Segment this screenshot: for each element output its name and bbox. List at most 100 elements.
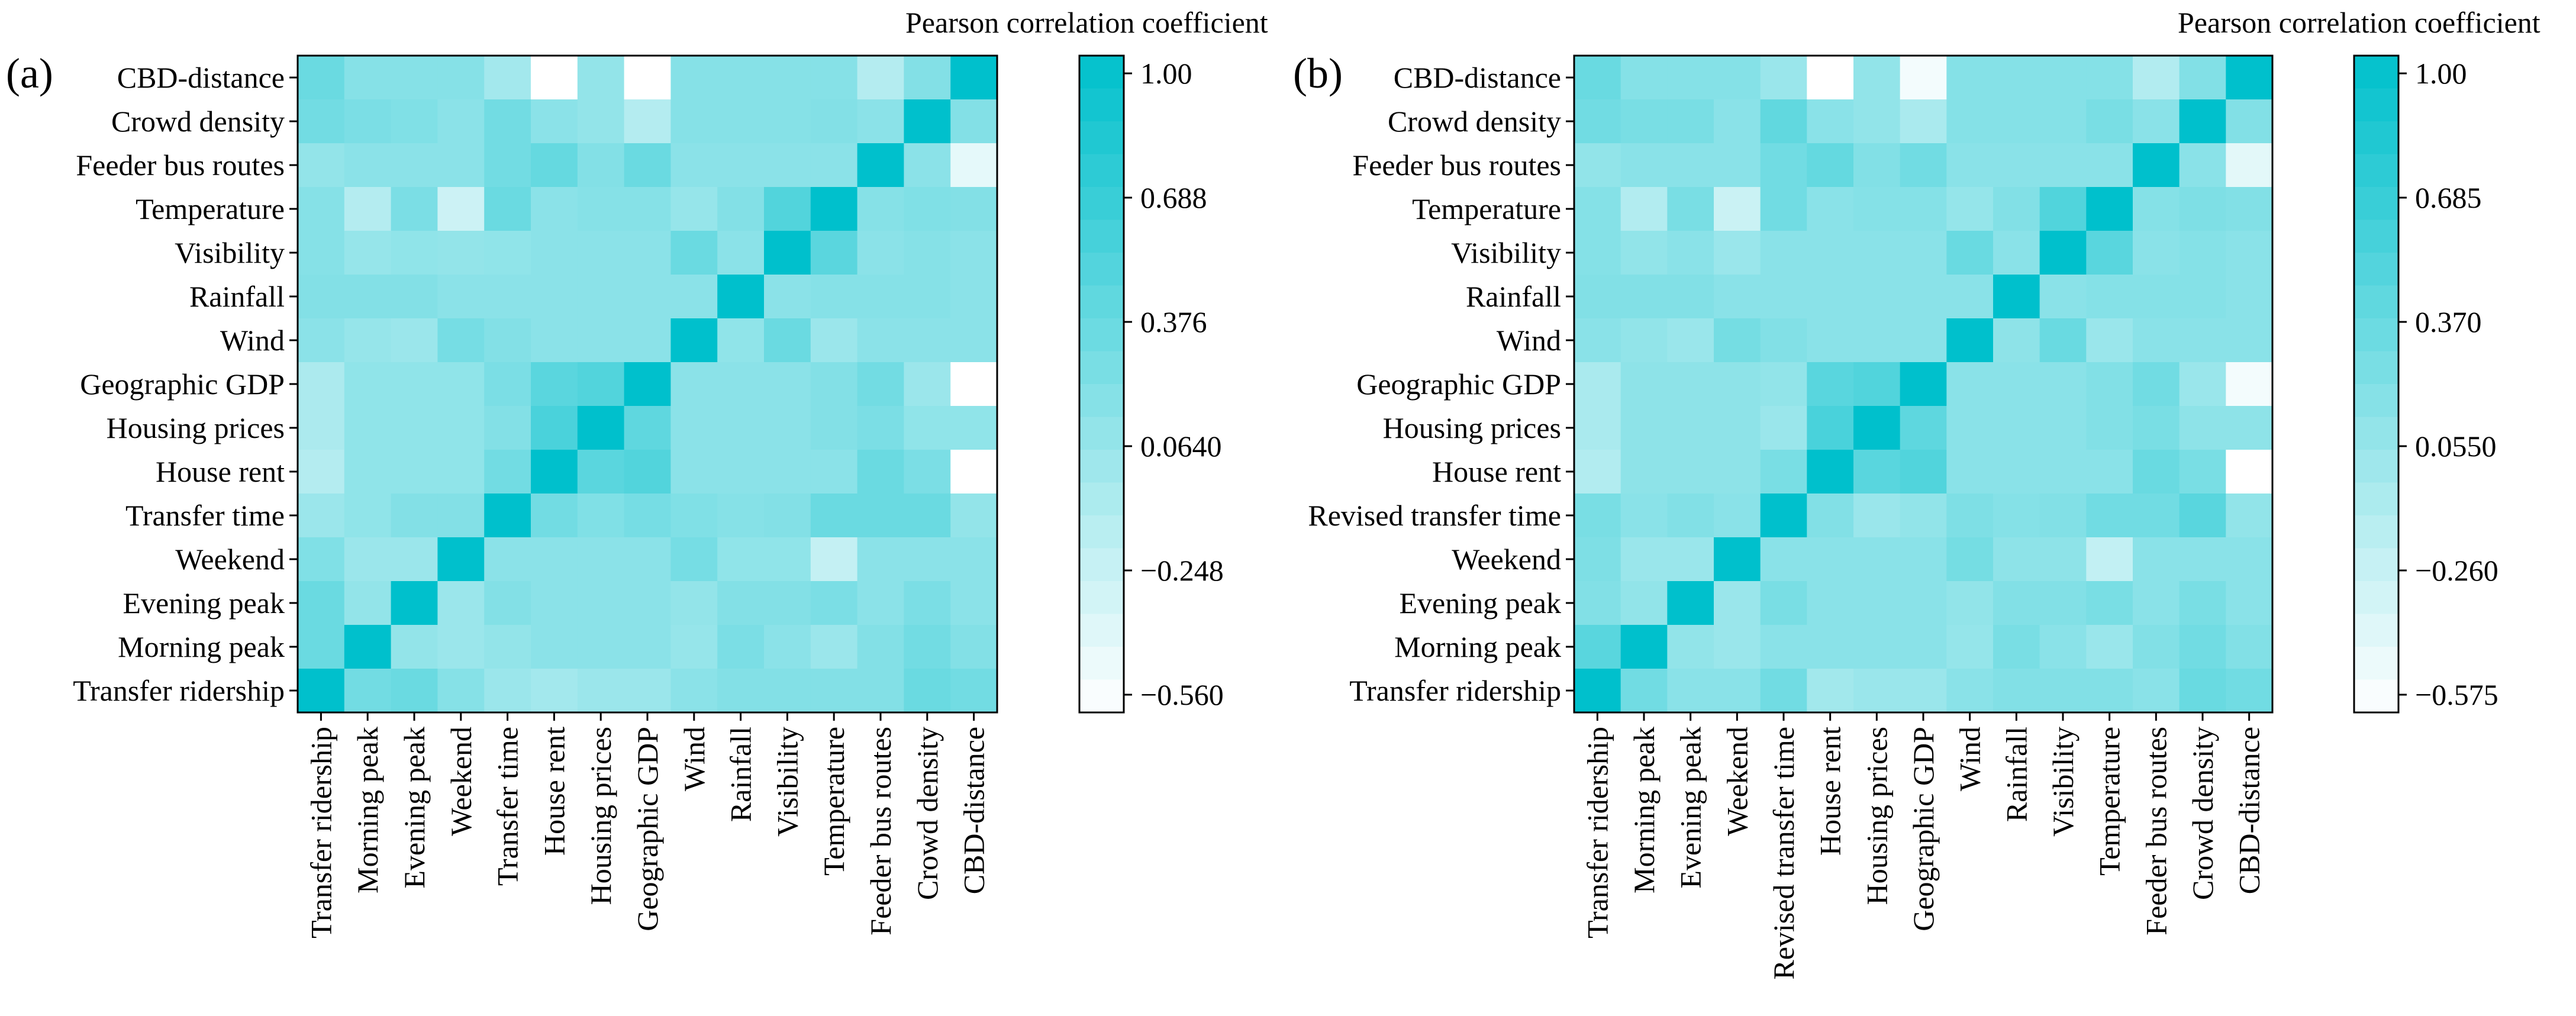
heatmap-cell: [1993, 494, 2040, 538]
heatmap-cell: [2086, 494, 2133, 538]
heatmap-cell: [1574, 581, 1621, 625]
heatmap-cell: [764, 143, 811, 188]
heatmap-cell: [950, 450, 998, 494]
heatmap-cell: [904, 625, 951, 669]
heatmap-cell: [531, 362, 578, 407]
heatmap-cell: [484, 56, 531, 100]
heatmap-cell: [904, 143, 951, 188]
y-tick-label: Crowd density: [1388, 105, 1561, 138]
colorbar-frame: [2353, 54, 2400, 714]
heatmap-cell: [1900, 406, 1947, 450]
panel-b: (b) Pearson correlation coefficient CBD-…: [1293, 6, 2540, 980]
heatmap-cell: [857, 669, 904, 713]
heatmap-cell: [857, 537, 904, 582]
heatmap-cell: [344, 537, 392, 582]
heatmap-cell: [810, 537, 858, 582]
y-tick-label: Feeder bus routes: [76, 149, 285, 182]
heatmap-cell: [1760, 581, 1807, 625]
heatmap-cell: [2086, 625, 2133, 669]
heatmap-cell: [2086, 362, 2133, 407]
heatmap-cell: [950, 406, 998, 450]
heatmap-cell: [1946, 669, 1994, 713]
heatmap-cell: [810, 669, 858, 713]
heatmap-cell: [1574, 362, 1621, 407]
y-tick-label: Housing prices: [1383, 411, 1561, 444]
heatmap-cell: [810, 99, 858, 144]
x-tick-label: House rent: [537, 727, 570, 856]
heatmap-cell: [1900, 275, 1947, 319]
heatmap-cell: [857, 406, 904, 450]
heatmap-cell: [344, 187, 392, 231]
heatmap-cell: [810, 406, 858, 450]
heatmap-cell: [670, 99, 718, 144]
heatmap-cell: [904, 362, 951, 407]
heatmap-cell: [950, 231, 998, 275]
y-tick-label: Visibility: [175, 236, 285, 269]
colorbar-tick-label: 0.370: [2415, 305, 2482, 338]
heatmap-cell: [1807, 318, 1854, 363]
heatmap-cell: [2133, 99, 2180, 144]
heatmap-cell: [1853, 406, 1901, 450]
heatmap-cells: [1573, 54, 2274, 714]
heatmap-cell: [577, 143, 625, 188]
heatmap-cell: [298, 318, 345, 363]
colorbar-tick-label: −0.560: [1140, 678, 1224, 711]
heatmap-cell: [2226, 581, 2273, 625]
colorbar-segment: [2354, 318, 2398, 352]
y-tick-label: Temperature: [1412, 192, 1561, 225]
heatmap-cell: [1853, 275, 1901, 319]
heatmap-cell: [764, 581, 811, 625]
heatmap-cell: [1900, 99, 1947, 144]
heatmap-cell: [810, 450, 858, 494]
heatmap-cell: [717, 494, 765, 538]
heatmap-cell: [950, 143, 998, 188]
heatmap-cell: [1900, 56, 1947, 100]
heatmap-cell: [531, 187, 578, 231]
colorbar-segment: [1079, 384, 1124, 418]
heatmap-cell: [1714, 581, 1761, 625]
heatmap-cell: [1760, 669, 1807, 713]
heatmap-cell: [437, 406, 485, 450]
heatmap-cell: [298, 362, 345, 407]
heatmap-cell: [764, 187, 811, 231]
heatmap-cell: [391, 406, 438, 450]
heatmap-cell: [2179, 406, 2226, 450]
heatmap-cell: [950, 537, 998, 582]
heatmap-cell: [1853, 450, 1901, 494]
heatmap-cell: [1760, 56, 1807, 100]
heatmap-cell: [670, 362, 718, 407]
heatmap-cell: [904, 275, 951, 319]
heatmap-cell: [577, 625, 625, 669]
heatmap-cell: [1667, 537, 1714, 582]
heatmap-cell: [2133, 187, 2180, 231]
heatmap-cell: [391, 669, 438, 713]
heatmap-cell: [1807, 56, 1854, 100]
heatmap-cell: [1714, 669, 1761, 713]
heatmap-cell: [484, 318, 531, 363]
heatmap-cell: [857, 581, 904, 625]
heatmap-cell: [344, 99, 392, 144]
heatmap-cell: [344, 318, 392, 363]
heatmap-cell: [298, 625, 345, 669]
heatmap-cell: [810, 362, 858, 407]
x-tick-label: Feeder bus routes: [2139, 727, 2172, 936]
x-tick-label: Weekend: [1720, 727, 1753, 836]
heatmap-cell: [1760, 318, 1807, 363]
heatmap-cell: [1667, 275, 1714, 319]
heatmap-cell: [1714, 625, 1761, 669]
heatmap-cell: [437, 275, 485, 319]
y-tick-label: CBD-distance: [1394, 61, 1561, 94]
colorbar-tick-label: 0.685: [2415, 181, 2482, 214]
heatmap-cell: [1946, 318, 1994, 363]
heatmap-cell: [810, 625, 858, 669]
heatmap-cell: [2039, 143, 2087, 188]
heatmap-cell: [670, 537, 718, 582]
heatmap-cell: [624, 494, 671, 538]
colorbar-title: Pearson correlation coefficient: [2178, 6, 2540, 39]
heatmap-cell: [2039, 362, 2087, 407]
heatmap-cell: [764, 362, 811, 407]
heatmap-cell: [717, 625, 765, 669]
heatmap-cell: [391, 187, 438, 231]
x-tick-label: Crowd density: [2186, 727, 2219, 900]
heatmap-cell: [1620, 99, 1668, 144]
